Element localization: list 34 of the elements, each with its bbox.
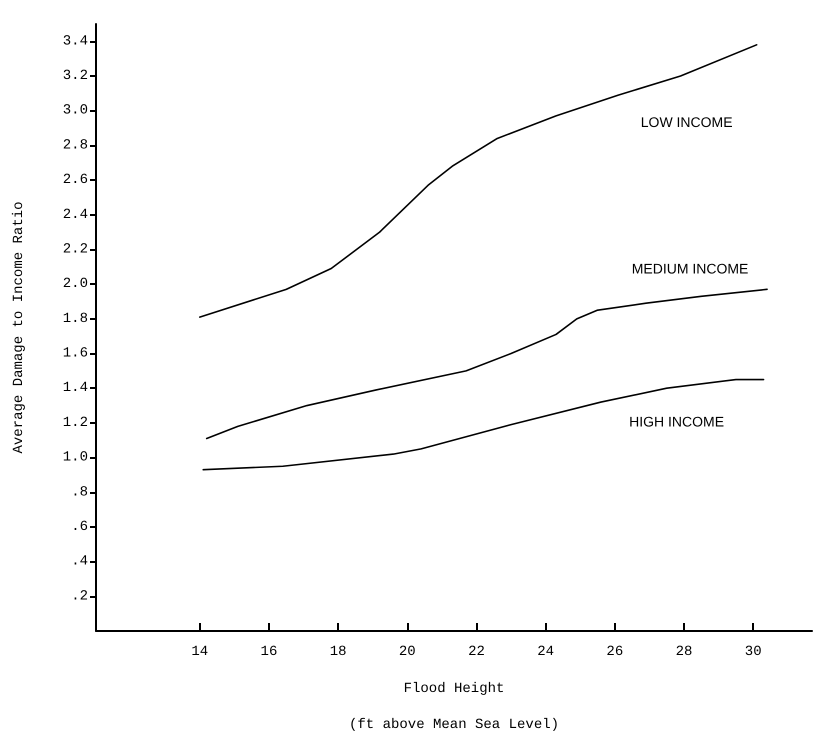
series-label: LOW INCOME <box>640 114 733 130</box>
y-tick-label: 1.2 <box>62 414 88 431</box>
y-tick-label: .6 <box>71 518 88 535</box>
y-tick-label: 2.8 <box>62 137 88 154</box>
y-tick-label: 1.4 <box>62 380 88 396</box>
y-tick-label: 2.6 <box>62 172 88 188</box>
y-tick-label: 2.2 <box>62 241 88 258</box>
x-tick-label: 24 <box>537 644 554 660</box>
y-tick-label: 1.8 <box>62 310 88 327</box>
y-tick-label: 3.4 <box>62 33 88 50</box>
x-tick-label: 18 <box>330 644 347 660</box>
y-tick-label: .2 <box>71 588 88 604</box>
y-tick-label: 2.4 <box>62 206 88 223</box>
x-tick-label: 14 <box>191 644 208 660</box>
line-series <box>198 44 758 318</box>
series-label: MEDIUM INCOME <box>632 260 748 276</box>
y-tick-label: .4 <box>71 554 88 570</box>
x-tick-label: 26 <box>606 644 624 660</box>
y-tick-label: 3.0 <box>62 102 88 119</box>
x-tick-label: 20 <box>398 644 416 660</box>
y-tick-label: 1.6 <box>62 346 88 362</box>
y-tick-label: 2.0 <box>62 276 88 292</box>
y-tick-label: 1.0 <box>62 450 88 466</box>
x-tick-label: 28 <box>676 644 692 660</box>
x-tick-label: 16 <box>260 644 278 660</box>
line-series <box>206 288 768 440</box>
series-label: HIGH INCOME <box>629 414 724 430</box>
x-tick-label: 22 <box>468 644 485 660</box>
y-tick-label: .8 <box>71 484 88 500</box>
x-tick-label: 30 <box>744 644 762 660</box>
y-axis-title: Average Damage to Income Ratio <box>11 201 27 454</box>
y-tick-label: 3.2 <box>62 68 88 84</box>
text: Flood Height (ft above Mean Sea Level) <box>348 681 560 733</box>
line-series <box>202 378 764 471</box>
